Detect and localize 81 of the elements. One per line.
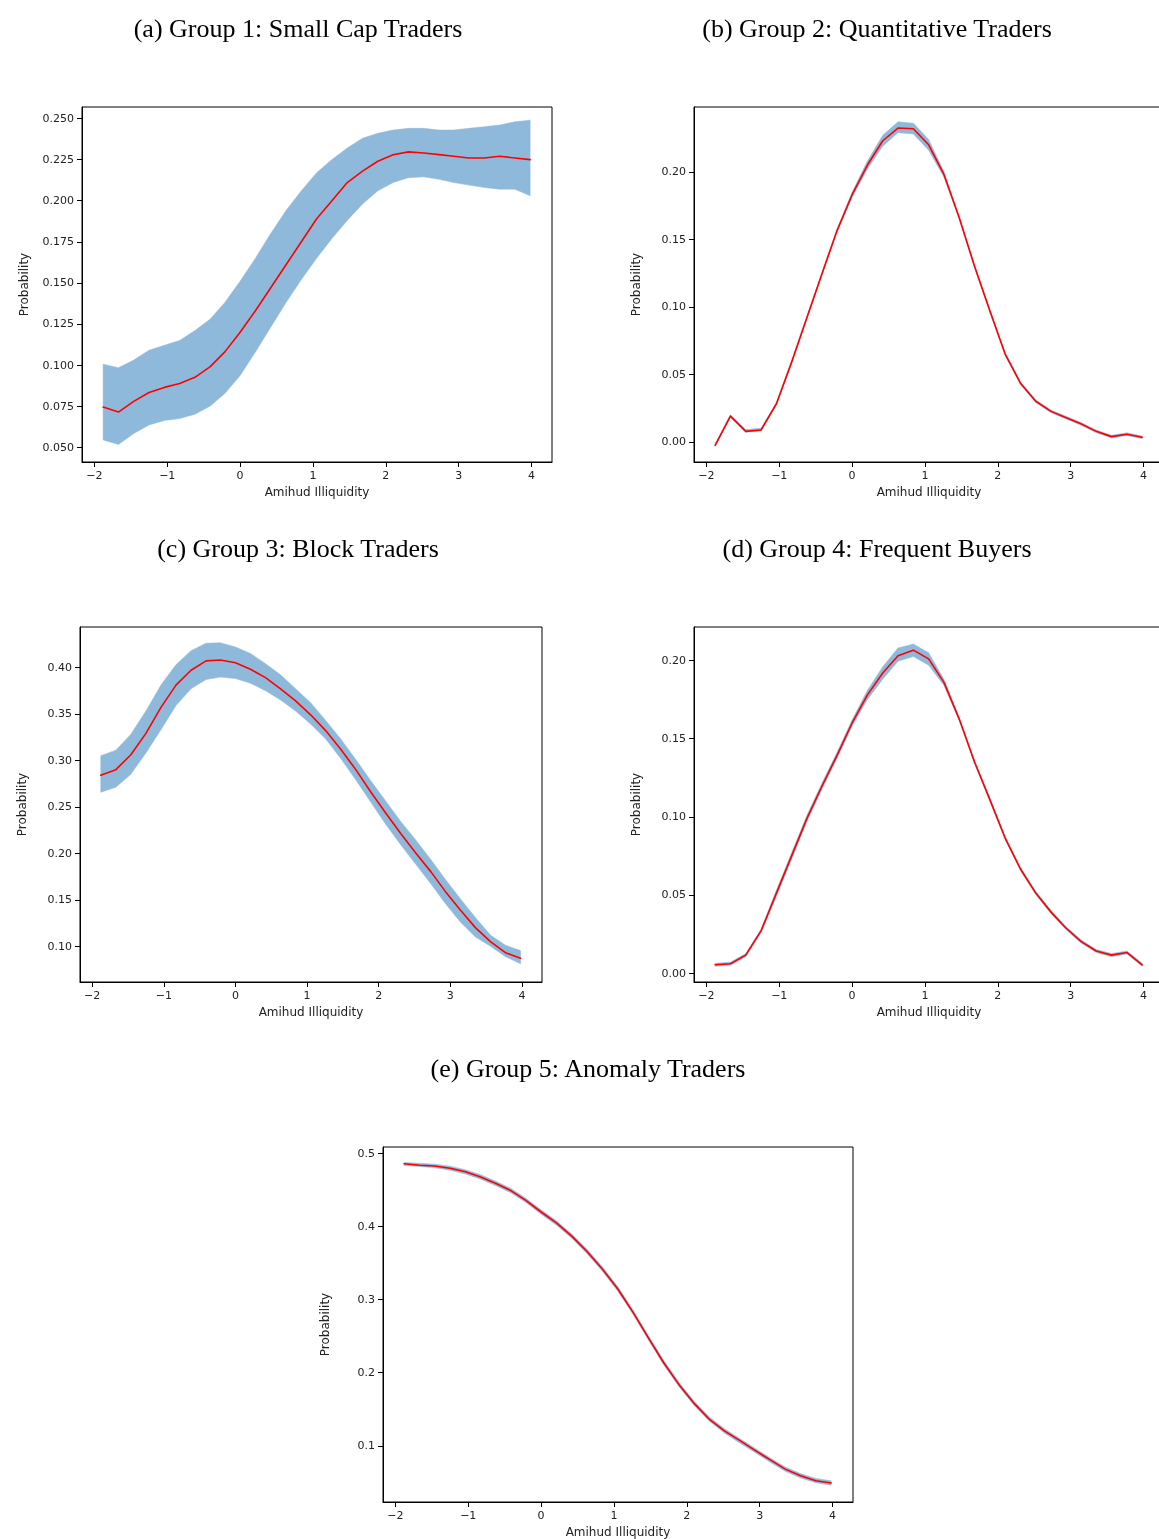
y-tick-label: 0.35 <box>47 707 72 721</box>
x-tick-label: 2 <box>382 469 390 482</box>
y-tick-label: 0.200 <box>42 194 74 208</box>
y-tick-label: 0.175 <box>42 235 74 249</box>
x-tick-label: 0 <box>236 469 244 482</box>
x-axis-title: Amihud Illiquidity <box>258 1005 364 1019</box>
y-tick-label: 0.100 <box>42 358 74 372</box>
x-tick-label: 4 <box>518 989 526 1002</box>
x-tick-label: −2 <box>698 469 715 482</box>
x-tick-label: 3 <box>756 1509 764 1522</box>
x-tick-label: −1 <box>771 989 788 1002</box>
y-axis-title: Probability <box>629 252 643 317</box>
y-tick-label: 0.150 <box>42 276 74 290</box>
y-tick-label: 0.00 <box>661 966 686 980</box>
y-tick-label: 0.15 <box>661 732 686 746</box>
x-tick-label: −1 <box>460 1509 477 1522</box>
x-tick-label: −2 <box>84 989 101 1002</box>
y-tick-label: 0.10 <box>661 810 686 824</box>
x-tick-label: 4 <box>1140 469 1148 482</box>
y-tick-label: 0.40 <box>47 660 72 674</box>
x-tick-label: 0 <box>848 469 856 482</box>
y-tick-label: 0.05 <box>661 888 686 902</box>
x-tick-label: 3 <box>455 469 463 482</box>
y-tick-label: 0.225 <box>42 153 74 167</box>
x-tick-label: 1 <box>921 469 929 482</box>
x-tick-label: 2 <box>994 469 1002 482</box>
y-tick-label: 0.2 <box>357 1366 375 1380</box>
x-tick-label: 1 <box>610 1509 618 1522</box>
x-tick-label: 3 <box>446 989 454 1002</box>
x-tick-label: −2 <box>86 469 103 482</box>
y-tick-label: 0.5 <box>357 1147 375 1161</box>
y-tick-label: 0.15 <box>661 232 686 246</box>
x-tick-label: 1 <box>309 469 317 482</box>
x-tick-label: 3 <box>1067 469 1075 482</box>
y-tick-label: 0.20 <box>661 165 686 179</box>
x-axis-title: Amihud Illiquidity <box>264 485 370 499</box>
y-tick-label: 0.10 <box>47 939 72 953</box>
x-tick-label: 3 <box>1067 989 1075 1002</box>
x-tick-label: −1 <box>159 469 176 482</box>
chart-title: (d) Group 4: Frequent Buyers <box>722 533 1032 563</box>
x-tick-label: 2 <box>683 1509 691 1522</box>
y-tick-label: 0.3 <box>357 1293 375 1307</box>
y-tick-label: 0.05 <box>661 367 686 381</box>
y-axis-title: Probability <box>15 772 29 837</box>
chart-title: (b) Group 2: Quantitative Traders <box>702 13 1052 43</box>
chart-title: (a) Group 1: Small Cap Traders <box>133 13 463 43</box>
x-tick-label: 1 <box>303 989 311 1002</box>
x-tick-label: 4 <box>829 1509 837 1522</box>
y-tick-label: 0.20 <box>661 653 686 667</box>
y-tick-label: 0.4 <box>357 1220 375 1234</box>
x-axis-title: Amihud Illiquidity <box>876 485 982 499</box>
y-tick-label: 0.1 <box>357 1439 375 1453</box>
x-tick-label: 1 <box>921 989 929 1002</box>
x-tick-label: 4 <box>1140 989 1148 1002</box>
y-tick-label: 0.15 <box>47 893 72 907</box>
x-tick-label: 4 <box>528 469 536 482</box>
chart-title: (e) Group 5: Anomaly Traders <box>430 1053 746 1083</box>
x-tick-label: 0 <box>537 1509 545 1522</box>
x-axis-title: Amihud Illiquidity <box>876 1005 982 1019</box>
y-axis-title: Probability <box>318 1292 332 1357</box>
y-tick-label: 0.250 <box>42 112 74 125</box>
chart-title: (c) Group 3: Block Traders <box>157 533 439 563</box>
x-tick-label: 0 <box>231 989 239 1002</box>
x-axis-title: Amihud Illiquidity <box>565 1525 671 1539</box>
y-axis-title: Probability <box>629 772 643 837</box>
y-axis-title: Probability <box>17 252 31 317</box>
x-tick-label: −1 <box>771 469 788 482</box>
x-tick-label: 2 <box>375 989 383 1002</box>
y-tick-label: 0.25 <box>47 800 72 814</box>
y-tick-label: 0.30 <box>47 753 72 767</box>
x-tick-label: −1 <box>155 989 172 1002</box>
y-tick-label: 0.125 <box>42 317 74 331</box>
y-tick-label: 0.10 <box>661 300 686 314</box>
y-tick-label: 0.20 <box>47 846 72 860</box>
y-tick-label: 0.00 <box>661 435 686 449</box>
x-tick-label: −2 <box>387 1509 404 1522</box>
x-tick-label: −2 <box>698 989 715 1002</box>
x-tick-label: 2 <box>994 989 1002 1002</box>
y-tick-label: 0.075 <box>42 399 74 413</box>
x-tick-label: 0 <box>848 989 856 1002</box>
y-tick-label: 0.050 <box>42 440 74 454</box>
